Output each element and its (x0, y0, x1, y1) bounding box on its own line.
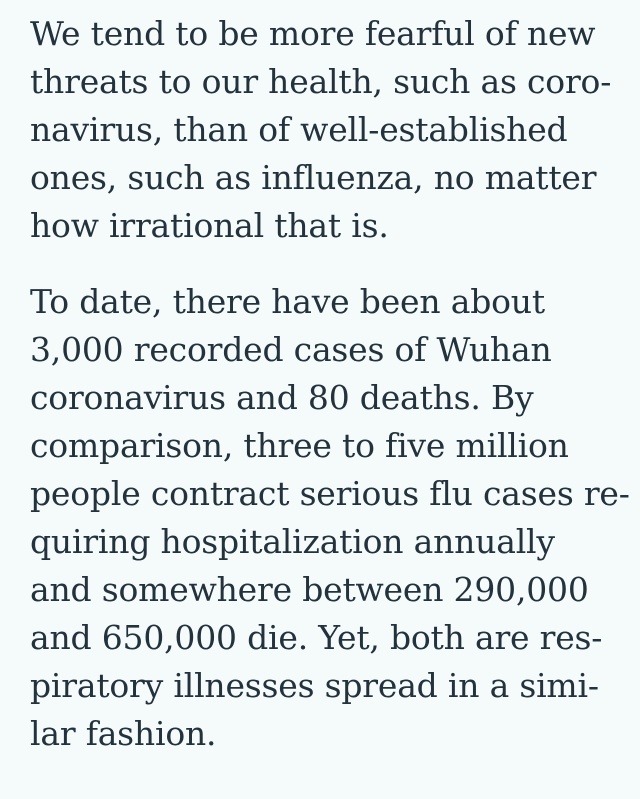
paragraph-case-comparison: To date, there have been about 3,000 rec… (30, 278, 630, 758)
text-line: how irrational that is. (30, 206, 389, 245)
text-line: people contract serious flu cases re- (30, 474, 630, 513)
text-line: and somewhere between 290,000 (30, 570, 589, 609)
text-line: comparison, three to five million (30, 426, 569, 465)
text-line: 3,000 recorded cases of Wuhan (30, 330, 552, 369)
text-line: ones, such as influenza, no matter (30, 158, 597, 197)
text-line: quiring hospitalization annually (30, 522, 555, 561)
text-line: piratory illnesses spread in a simi- (30, 666, 599, 705)
paragraph-health-fears: We tend to be more fearful of new threat… (30, 10, 612, 250)
text-line: To date, there have been about (30, 282, 545, 321)
text-line: coronavirus and 80 deaths. By (30, 378, 534, 417)
text-line: We tend to be more fearful of new (30, 14, 596, 53)
text-line: and 650,000 die. Yet, both are res- (30, 618, 603, 657)
text-line: threats to our health, such as coro- (30, 62, 612, 101)
text-line: lar fashion. (30, 714, 217, 753)
text-line: navirus, than of well-established (30, 110, 568, 149)
